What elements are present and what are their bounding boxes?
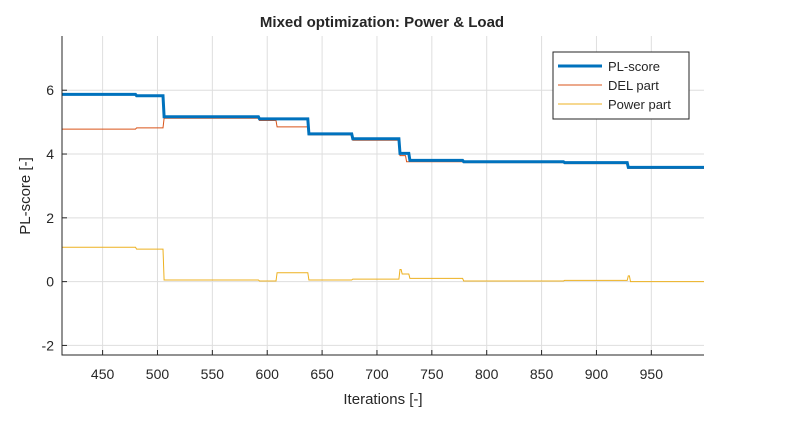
legend-label-power-part: Power part: [608, 97, 671, 112]
chart-title: Mixed optimization: Power & Load: [260, 14, 504, 31]
x-tick-label: 700: [365, 366, 389, 382]
series-line-power-part: [62, 246, 704, 283]
y-tick-label: 4: [46, 146, 54, 162]
x-tick-label: 650: [310, 366, 334, 382]
series-lines: [62, 92, 704, 283]
legend-label-del-part: DEL part: [608, 78, 659, 93]
grid: [62, 36, 704, 355]
x-tick-label: 850: [530, 366, 554, 382]
x-tick-label: 450: [91, 366, 115, 382]
x-tick-label: 600: [256, 366, 280, 382]
x-tick-label: 950: [640, 366, 664, 382]
y-tick-label: 2: [46, 210, 54, 226]
legend: PL-score DEL part Power part: [552, 51, 690, 120]
x-tick-label: 550: [201, 366, 225, 382]
x-tick-label: 800: [475, 366, 499, 382]
series-line-pl-score: [62, 92, 704, 169]
y-axis-label: PL-score [-]: [17, 157, 34, 235]
plot-frame: [61, 36, 704, 356]
ticks: [62, 89, 652, 355]
y-tick-label: 6: [46, 82, 54, 98]
x-tick-label: 500: [146, 366, 170, 382]
y-tick-label: 0: [46, 274, 54, 290]
legend-label-pl-score: PL-score: [608, 59, 660, 74]
x-axis-label: Iterations [-]: [343, 391, 422, 408]
tick-labels: 450 500 550 600 650 700 750 800 850 900 950 -2 0 2 4 6: [42, 82, 664, 382]
x-tick-label: 900: [585, 366, 609, 382]
y-tick-label: -2: [42, 337, 55, 353]
x-tick-label: 750: [420, 366, 444, 382]
